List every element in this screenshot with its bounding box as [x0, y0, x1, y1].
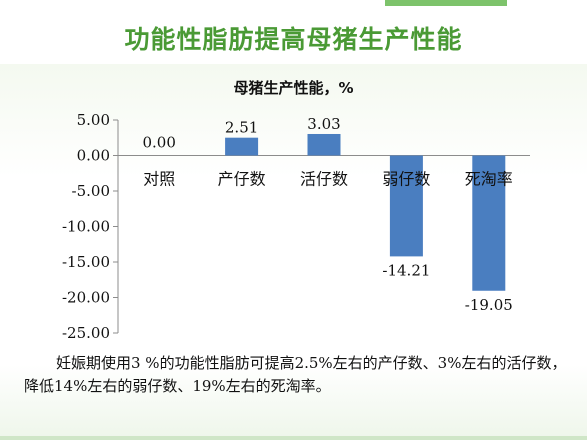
data-label: 3.03 — [307, 115, 340, 133]
slide-title: 功能性脂肪提高母猪生产性能 — [124, 25, 463, 54]
data-label: -14.21 — [382, 261, 430, 279]
bottom-strip — [0, 436, 587, 440]
y-tick-label: 0.00 — [77, 147, 110, 165]
bar — [472, 155, 506, 291]
chart-title: 母猪生产性能，% — [233, 79, 354, 97]
y-tick-label: -10.00 — [62, 218, 110, 236]
category-label: 对照 — [143, 170, 175, 189]
bar — [389, 155, 423, 257]
category-label: 死淘率 — [465, 170, 513, 189]
data-label: 2.51 — [225, 119, 258, 137]
category-label: 活仔数 — [300, 170, 348, 189]
y-tick-label: -25.00 — [62, 324, 110, 342]
category-label: 产仔数 — [218, 170, 266, 189]
category-label: 弱仔数 — [382, 170, 430, 189]
y-tick-label: -15.00 — [62, 253, 110, 271]
bar — [307, 133, 341, 156]
y-tick-label: -20.00 — [62, 289, 110, 307]
caption-text: 妊娠期使用3 %的功能性脂肪可提高2.5%左右的产仔数、3%左右的活仔数，降低1… — [24, 354, 567, 395]
y-tick-label: 5.00 — [77, 111, 110, 129]
top-accent-bar — [385, 0, 507, 6]
bar — [225, 137, 259, 156]
data-label: 0.00 — [142, 134, 175, 152]
y-tick-label: -5.00 — [72, 182, 110, 200]
bar-chart: 5.00 0.00 -5.00 -10.00 -15.00 -20.00 -25.00 0.0… — [62, 111, 530, 342]
data-label: -19.05 — [465, 296, 513, 314]
